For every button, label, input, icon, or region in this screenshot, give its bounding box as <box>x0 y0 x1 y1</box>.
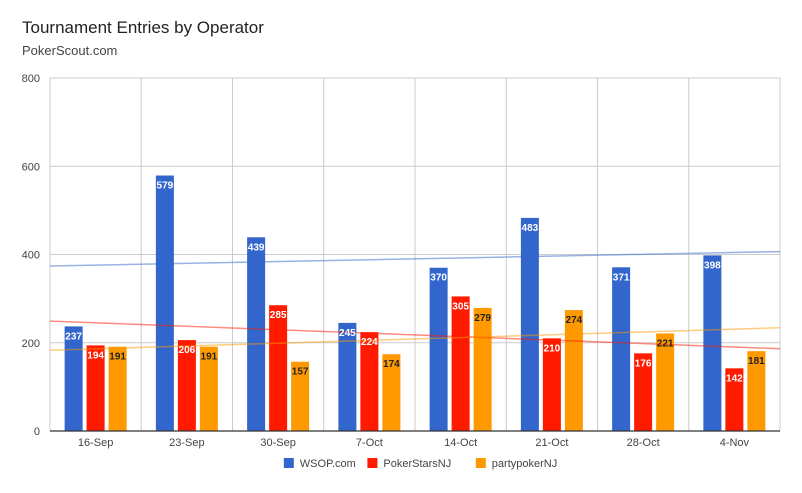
x-tick-label: 23-Sep <box>169 437 204 449</box>
bar-partypokernj <box>747 351 766 431</box>
y-tick-label: 200 <box>22 338 40 350</box>
y-tick-label: 800 <box>22 73 40 85</box>
bar-pokerstarsnj <box>725 368 744 431</box>
bar-wsop-com <box>703 255 722 431</box>
x-tick-label: 4-Nov <box>720 437 750 449</box>
bar-wsop-com <box>520 217 539 431</box>
data-label: 305 <box>452 301 469 312</box>
data-label: 210 <box>544 343 561 354</box>
data-label: 224 <box>361 337 378 348</box>
bar-pokerstarsnj <box>634 353 653 431</box>
data-label: 370 <box>430 273 447 284</box>
data-label: 245 <box>339 328 356 339</box>
data-label: 191 <box>109 352 126 363</box>
legend-label: PokerStarsNJ <box>383 458 451 470</box>
data-label: 191 <box>201 352 218 363</box>
bar-wsop-com <box>429 267 448 431</box>
data-label: 142 <box>726 373 743 384</box>
legend-swatch <box>367 458 378 468</box>
y-tick-label: 400 <box>22 250 40 262</box>
legend: WSOP.com PokerStarsNJ partypokerNJ <box>283 458 557 470</box>
legend-swatch <box>475 458 486 468</box>
data-label: 237 <box>65 331 82 342</box>
data-label: 206 <box>179 345 196 356</box>
legend-label: WSOP.com <box>300 458 356 470</box>
bar-wsop-com <box>64 326 83 431</box>
data-label: 371 <box>613 272 630 283</box>
x-tick-label: 28-Oct <box>627 437 660 449</box>
data-label: 439 <box>248 242 265 253</box>
bar-partypokernj <box>108 346 127 431</box>
trendline-wsop-com <box>49 250 781 267</box>
bar-wsop-com <box>247 237 266 431</box>
bar-partypokernj <box>473 307 492 431</box>
legend-swatch <box>283 458 294 468</box>
legend-label: partypokerNJ <box>492 458 557 470</box>
chart-title: Tournament Entries by Operator <box>22 18 264 37</box>
bar-pokerstarsnj <box>360 332 379 431</box>
data-label: 194 <box>87 350 104 361</box>
bar-partypokernj <box>656 333 675 431</box>
bar-wsop-com <box>155 175 174 431</box>
chart-subtitle: PokerScout.com <box>22 43 118 58</box>
data-label: 174 <box>383 359 400 370</box>
data-label: 274 <box>566 315 583 326</box>
data-label: 579 <box>157 181 174 192</box>
data-label: 285 <box>270 310 287 321</box>
trendlines <box>49 250 781 352</box>
data-label: 176 <box>635 358 652 369</box>
trendline-pokerstarsnj <box>49 320 781 350</box>
bar-pokerstarsnj <box>177 340 196 431</box>
bar-pokerstarsnj <box>269 305 288 431</box>
bar-wsop-com <box>612 267 631 431</box>
x-tick-label: 30-Sep <box>260 437 295 449</box>
bar-wsop-com <box>338 322 357 431</box>
bar-partypokernj <box>291 361 310 431</box>
bar-partypokernj <box>564 310 583 431</box>
bar-pokerstarsnj <box>86 345 105 431</box>
x-tick-label: 7-Oct <box>356 437 383 449</box>
data-label: 181 <box>748 356 765 367</box>
data-label: 279 <box>474 313 491 324</box>
x-tick-label: 14-Oct <box>444 437 477 449</box>
x-tick-label: 21-Oct <box>535 437 568 449</box>
y-tick-label: 600 <box>22 161 40 173</box>
data-label: 483 <box>522 223 539 234</box>
y-tick-label: 0 <box>34 426 40 438</box>
trendline-partypokernj <box>49 326 781 352</box>
bar-pokerstarsnj <box>451 296 470 431</box>
bar-partypokernj <box>199 346 218 431</box>
data-labels: 237 194 191 579 206 191 439 285 157 245 224 174 370 3… <box>65 181 765 385</box>
bars <box>64 175 766 431</box>
axes: 0 200 400 600 800 16-Sep 23-Sep 30-Sep 7-Oct 14-O… <box>22 73 780 449</box>
bar-pokerstarsnj <box>542 338 561 431</box>
data-label: 157 <box>292 367 309 378</box>
x-tick-label: 16-Sep <box>78 437 113 449</box>
data-label: 398 <box>704 260 721 271</box>
bar-partypokernj <box>382 354 401 431</box>
data-label: 221 <box>657 338 674 349</box>
